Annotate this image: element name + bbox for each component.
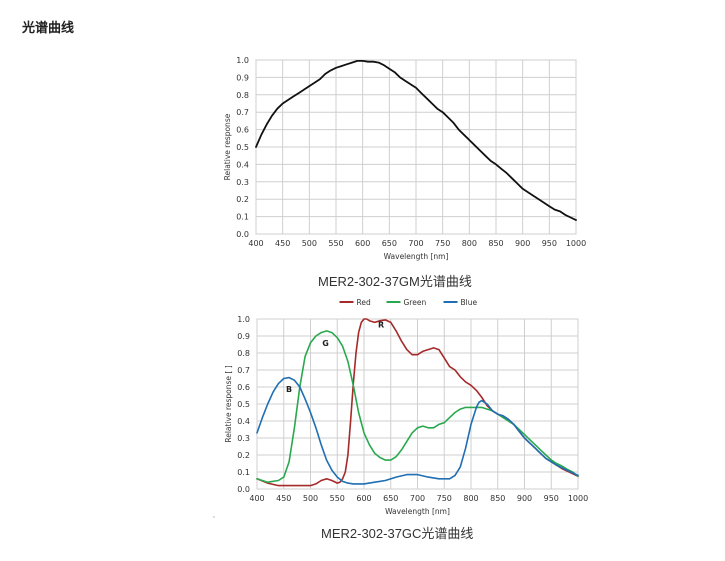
y-tick-label: 0.6: [237, 383, 250, 392]
x-tick-label: 800: [463, 494, 478, 503]
x-tick-label: 700: [410, 494, 425, 503]
x-tick-label: 850: [488, 239, 503, 248]
legend-label: Red: [357, 298, 371, 307]
y-tick-label: 0.4: [236, 160, 249, 169]
x-tick-label: 950: [542, 239, 557, 248]
x-tick-label: 700: [408, 239, 423, 248]
y-axis-label: Relative response: [223, 113, 232, 180]
y-tick-label: 0.4: [237, 417, 250, 426]
y-tick-label: 1.0: [237, 315, 250, 324]
color-chart-caption: MER2-302-37GC光谱曲线: [321, 526, 474, 541]
series-line: [255, 60, 577, 221]
x-tick-label: 500: [303, 494, 318, 503]
x-tick-label: 800: [462, 239, 477, 248]
x-tick-label: 550: [330, 494, 345, 503]
x-tick-label: 550: [328, 239, 343, 248]
curve-annotation: R: [378, 321, 384, 330]
mono-chart-caption: MER2-302-37GM光谱曲线: [318, 274, 472, 289]
y-tick-label: 0.7: [236, 108, 249, 117]
x-tick-label: 750: [437, 494, 452, 503]
y-tick-label: 0.7: [237, 366, 250, 375]
x-tick-label: 850: [490, 494, 505, 503]
x-tick-label: 750: [435, 239, 450, 248]
y-tick-label: 0.0: [236, 230, 249, 239]
y-tick-label: 0.5: [236, 143, 249, 152]
x-tick-label: 450: [276, 494, 291, 503]
y-tick-label: 0.3: [236, 178, 249, 187]
y-tick-label: 0.2: [236, 195, 249, 204]
x-axis-label: Wavelength [nm]: [385, 507, 450, 516]
y-tick-label: 0.3: [237, 434, 250, 443]
divider-dot: [213, 516, 215, 518]
y-tick-label: 0.2: [237, 451, 250, 460]
x-tick-label: 500: [302, 239, 317, 248]
legend-label: Blue: [461, 298, 478, 307]
x-axis-label: Wavelength [nm]: [384, 252, 449, 261]
green-series-line: [256, 330, 579, 483]
y-tick-label: 0.1: [236, 213, 249, 222]
curve-annotation: G: [322, 339, 329, 348]
curve-annotation: B: [286, 385, 292, 394]
y-tick-label: 0.8: [236, 91, 249, 100]
x-tick-label: 600: [356, 494, 371, 503]
x-tick-label: 650: [382, 239, 397, 248]
y-tick-label: 0.9: [237, 332, 250, 341]
y-tick-label: 0.0: [237, 485, 250, 494]
x-tick-label: 900: [515, 239, 530, 248]
x-tick-label: 1000: [566, 239, 586, 248]
x-tick-label: 600: [355, 239, 370, 248]
x-tick-label: 650: [383, 494, 398, 503]
x-tick-label: 900: [517, 494, 532, 503]
y-tick-label: 1.0: [236, 56, 249, 65]
legend-label: Green: [404, 298, 427, 307]
y-tick-label: 0.6: [236, 126, 249, 135]
page-title: 光谱曲线: [22, 21, 75, 36]
x-tick-label: 1000: [568, 494, 588, 503]
y-tick-label: 0.5: [237, 400, 250, 409]
x-tick-label: 950: [544, 494, 559, 503]
blue-series-line: [256, 376, 579, 485]
x-tick-label: 450: [275, 239, 290, 248]
y-tick-label: 0.1: [237, 468, 250, 477]
y-axis-label: Relative response [ ]: [224, 365, 233, 442]
y-tick-label: 0.9: [236, 73, 249, 82]
y-tick-label: 0.8: [237, 349, 250, 358]
x-tick-label: 400: [249, 494, 264, 503]
x-tick-label: 400: [248, 239, 263, 248]
